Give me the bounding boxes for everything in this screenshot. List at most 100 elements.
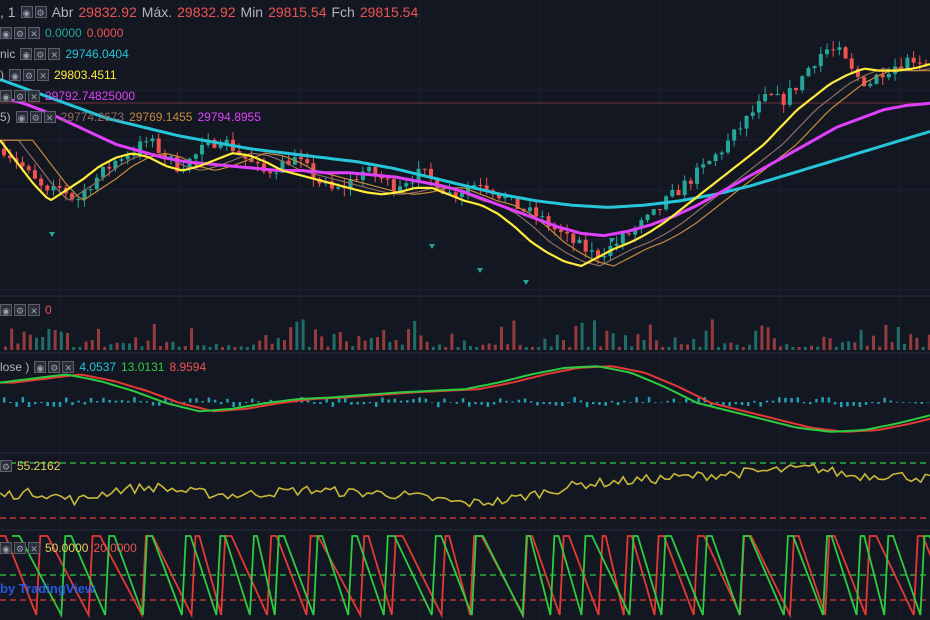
macd-histogram-bar	[213, 399, 217, 403]
settings-icon[interactable]: ⚙	[14, 304, 26, 316]
volume-bar	[314, 329, 317, 350]
volume-bar	[822, 336, 826, 350]
visibility-icon[interactable]: ◉	[20, 48, 33, 60]
close-icon[interactable]: ✕	[28, 27, 40, 39]
ma-line-yellow	[0, 63, 930, 268]
macd-histogram-bar	[244, 402, 248, 404]
visibility-icon[interactable]: ◉	[0, 542, 12, 554]
macd-histogram-bar	[920, 402, 924, 404]
candle-body	[695, 167, 700, 184]
candle-body	[224, 139, 229, 145]
macd-histogram-bar	[604, 402, 607, 406]
macd-histogram-bar	[895, 401, 899, 403]
visibility-icon[interactable]: ◉	[0, 304, 12, 316]
macd-histogram-bar	[108, 400, 111, 403]
volume-bar	[841, 342, 844, 350]
candle-body	[20, 162, 25, 167]
visibility-icon[interactable]: ◉	[0, 27, 12, 39]
macd-histogram-bar	[319, 402, 322, 405]
volume-bar	[376, 337, 379, 350]
close-icon[interactable]: ✕	[43, 111, 56, 123]
macd-label: lose )	[0, 360, 30, 374]
visibility-icon[interactable]: ◉	[34, 361, 47, 373]
price-pane	[0, 41, 930, 285]
candle-body	[367, 166, 372, 172]
macd-histogram-bar	[536, 402, 539, 406]
settings-icon[interactable]: ⚙	[0, 460, 12, 472]
macd-histogram-bar	[443, 398, 446, 403]
overlay-row-1: ◉ ⚙ ✕ 0.0000 0.0000	[0, 26, 123, 40]
overlay-1-value: 0.0000	[45, 26, 82, 40]
macd-histogram-bar	[815, 399, 818, 403]
volume-bar	[444, 346, 448, 350]
macd-histogram-bar	[337, 397, 341, 403]
candle-body	[868, 83, 873, 87]
volume-bar	[16, 343, 20, 350]
macd-pane	[0, 365, 930, 433]
close-icon[interactable]: ✕	[37, 69, 49, 81]
candle-body	[800, 76, 805, 91]
candle-body	[812, 66, 817, 68]
visibility-icon[interactable]: ◉	[15, 111, 28, 123]
settings-icon[interactable]: ⚙	[23, 69, 35, 81]
candle-body	[249, 158, 254, 163]
candle-body	[274, 172, 279, 174]
pane-separators	[0, 295, 930, 531]
settings-icon[interactable]: ⚙	[48, 361, 61, 373]
close-icon[interactable]: ✕	[28, 542, 40, 554]
volume-bar	[214, 343, 218, 350]
macd-histogram-bar	[15, 402, 18, 407]
volume-bar	[673, 337, 677, 350]
candle-body	[707, 161, 712, 165]
settings-icon[interactable]: ⚙	[14, 27, 26, 39]
candle-body	[57, 186, 62, 188]
volume-bar	[872, 335, 875, 350]
volume-bar	[834, 346, 838, 350]
macd-value-1: 4.0537	[79, 360, 117, 374]
macd-histogram-bar	[654, 402, 657, 403]
settings-icon[interactable]: ⚙	[34, 48, 47, 60]
rsi-value: 55.2162	[17, 459, 61, 473]
macd-histogram-bar	[269, 399, 273, 403]
macd-histogram-bar	[96, 401, 99, 403]
macd-line	[0, 365, 930, 433]
macd-histogram-bar	[753, 400, 756, 403]
volume-bar	[233, 346, 237, 350]
candle-body	[255, 162, 260, 164]
volume-bar	[283, 340, 286, 350]
macd-histogram-bar	[251, 398, 254, 403]
candle-body	[459, 192, 464, 197]
settings-icon[interactable]: ⚙	[29, 111, 42, 123]
close-icon[interactable]: ✕	[62, 361, 75, 373]
macd-histogram-bar	[902, 402, 905, 403]
macd-histogram-bar	[331, 402, 335, 407]
volume-bar	[667, 346, 671, 350]
visibility-icon[interactable]: ◉	[0, 90, 12, 102]
macd-histogram-bar	[139, 400, 142, 403]
volume-value: 0	[45, 303, 52, 317]
volume-bar	[382, 330, 386, 350]
visibility-icon[interactable]: ◉	[20, 6, 33, 18]
close-icon[interactable]: ✕	[28, 90, 40, 102]
visibility-icon[interactable]: ◉	[9, 69, 21, 81]
candle-body	[880, 74, 885, 78]
settings-icon[interactable]: ⚙	[14, 542, 26, 554]
settings-icon[interactable]: ⚙	[34, 6, 47, 18]
macd-histogram-bar	[759, 402, 762, 407]
close-icon[interactable]: ✕	[28, 304, 40, 316]
macd-histogram-bar	[158, 402, 161, 406]
macd-histogram-bar	[542, 402, 545, 404]
macd-histogram-bar	[877, 402, 880, 404]
settings-icon[interactable]: ⚙	[14, 90, 26, 102]
stochastic-value-2: 20.0000	[93, 541, 137, 555]
volume-bar	[208, 346, 212, 350]
volume-bar	[369, 338, 373, 350]
signal-arrow	[429, 244, 435, 249]
rsi-line	[0, 463, 930, 508]
close-icon[interactable]: ✕	[48, 48, 61, 60]
candle-body	[602, 255, 607, 258]
macd-histogram-bar	[145, 401, 149, 403]
volume-bar	[611, 333, 615, 350]
volume-bar	[760, 325, 764, 350]
